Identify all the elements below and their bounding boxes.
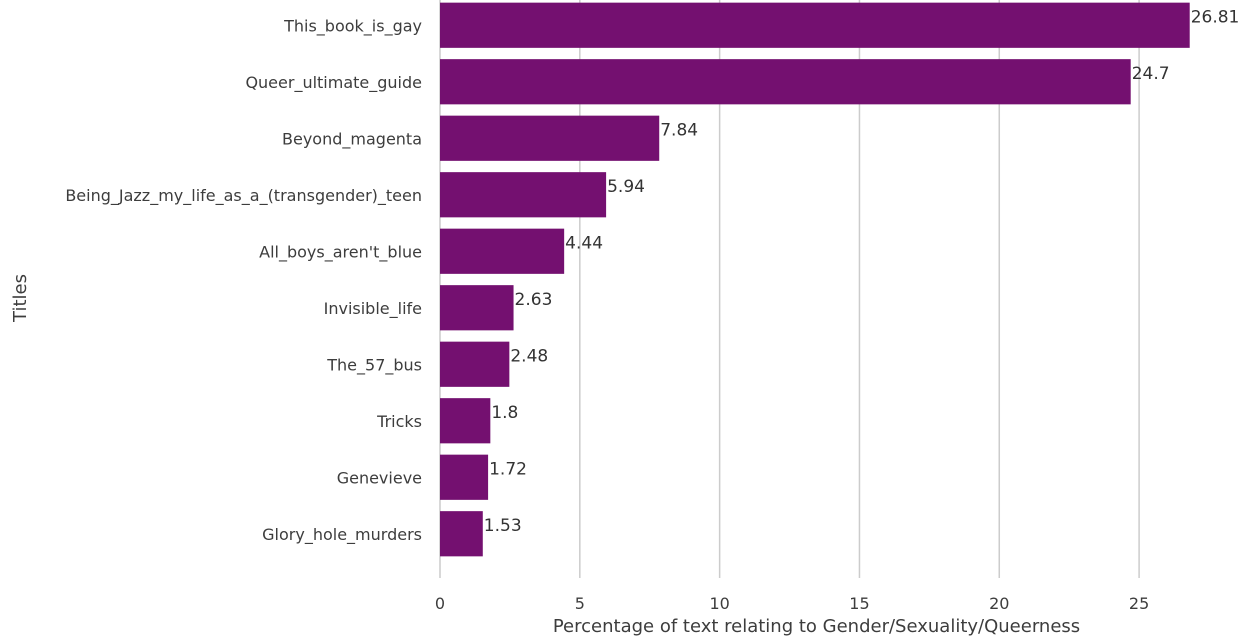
bar-6 [440,341,510,387]
bar-8 [440,454,489,500]
data-label-5: 2.63 [515,290,553,310]
x-tick-label-5: 5 [575,594,585,613]
y-axis-title: Titles [10,274,31,323]
bar-7 [440,398,491,444]
bar-4 [440,228,565,274]
x-tick-labels: 0 5 10 15 20 25 [435,594,1149,613]
data-labels: 26.81 24.7 7.84 5.94 4.44 2.63 2.48 1.8 1.72 1.53 [484,7,1240,536]
bar-9 [440,511,483,557]
data-label-9: 1.53 [484,516,522,536]
y-tick-label-8: Genevieve [337,468,422,487]
x-tick-label-15: 15 [849,594,869,613]
bars [440,2,1190,557]
y-tick-label-4: All_boys_aren't_blue [259,242,422,262]
bar-5 [440,285,514,331]
data-label-7: 1.8 [491,403,518,423]
x-tick-label-0: 0 [435,594,445,613]
x-axis-title: Percentage of text relating to Gender/Se… [553,616,1080,637]
y-tick-label-7: Tricks [376,412,422,431]
data-label-3: 5.94 [607,177,645,197]
y-tick-label-9: Glory_hole_murders [262,525,422,545]
bar-1 [440,59,1131,105]
data-label-8: 1.72 [489,459,527,479]
bar-3 [440,172,607,218]
bar-0 [440,2,1190,48]
data-label-0: 26.81 [1191,7,1240,27]
y-tick-label-1: Queer_ultimate_guide [245,73,422,93]
y-tick-label-5: Invisible_life [324,299,422,319]
y-tick-label-3: Being_Jazz_my_life_as_a_(transgender)_te… [65,186,422,206]
y-tick-label-6: The_57_bus [326,355,422,375]
data-label-4: 4.44 [565,233,603,253]
x-tick-label-20: 20 [989,594,1009,613]
x-tick-label-10: 10 [709,594,729,613]
y-tick-labels: This_book_is_gay Queer_ultimate_guide Beyo… [65,16,422,545]
y-tick-label-2: Beyond_magenta [282,129,422,149]
bar-2 [440,115,660,161]
data-label-1: 24.7 [1132,64,1170,84]
x-tick-label-25: 25 [1129,594,1149,613]
y-tick-label-0: This_book_is_gay [283,16,422,36]
data-label-2: 7.84 [660,120,698,140]
data-label-6: 2.48 [510,346,548,366]
